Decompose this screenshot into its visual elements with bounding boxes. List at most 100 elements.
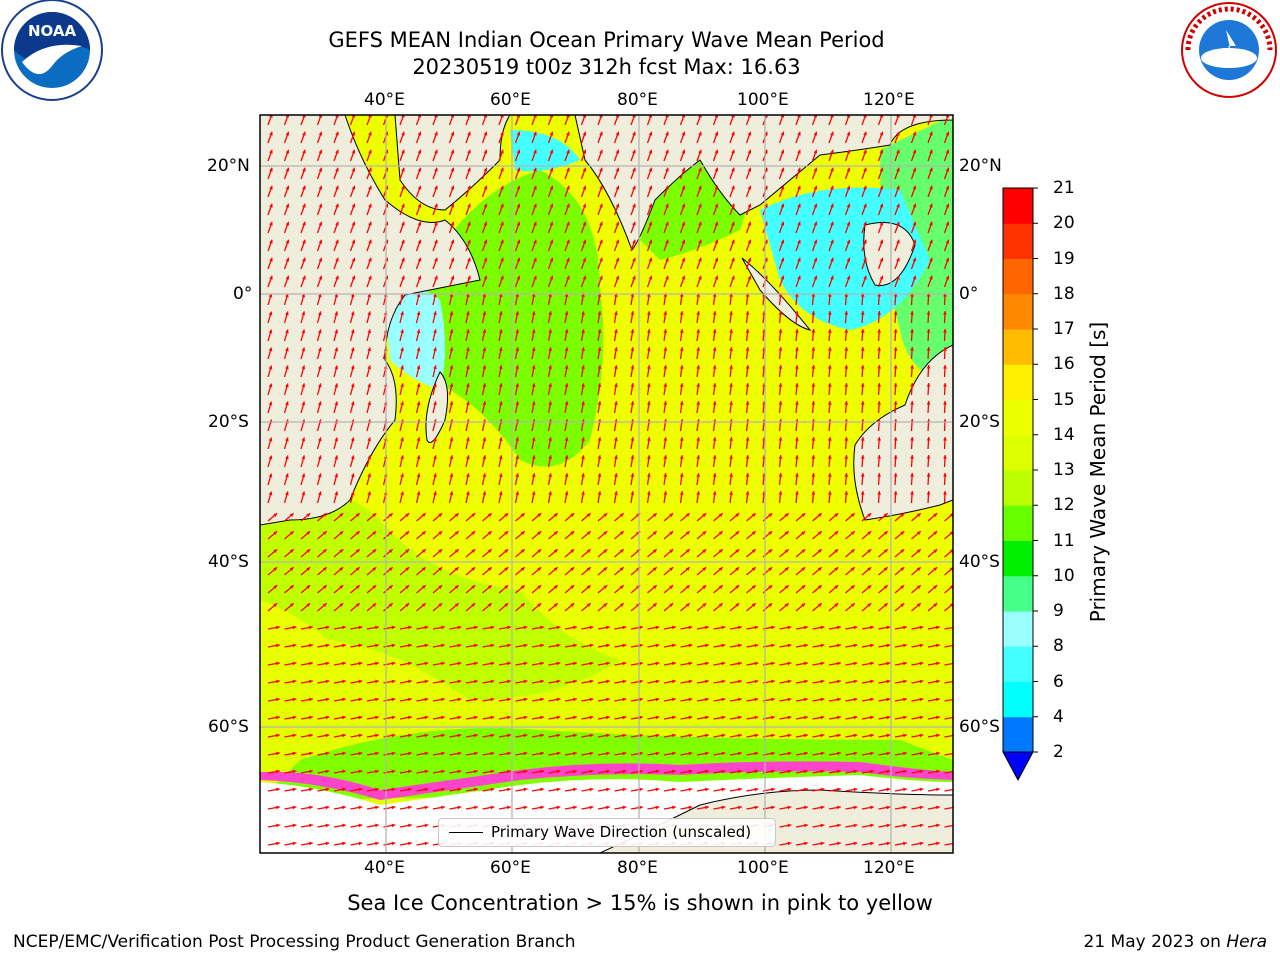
wave-arrow-head bbox=[747, 203, 752, 208]
wave-arrow-head bbox=[285, 473, 289, 478]
wave-arrow-head bbox=[388, 513, 393, 518]
wave-arrow-head bbox=[417, 275, 422, 280]
wave-arrow-head bbox=[646, 329, 651, 333]
wave-arrow-head bbox=[531, 329, 536, 334]
wave-arrow-head bbox=[467, 257, 471, 262]
wave-arrow-head bbox=[903, 715, 907, 720]
wave-arrow-head bbox=[639, 715, 643, 720]
wave-arrow-head bbox=[797, 131, 801, 136]
wave-arrow-head bbox=[834, 585, 839, 590]
wave-arrow-head bbox=[507, 787, 511, 792]
wave-arrow-head bbox=[903, 841, 907, 846]
wave-arrow-head bbox=[721, 643, 726, 648]
wave-arrow-head bbox=[322, 603, 327, 608]
wave-arrow-head bbox=[597, 293, 602, 297]
wave-arrow-head bbox=[322, 513, 327, 518]
wave-arrow-head bbox=[548, 311, 553, 316]
wave-arrow-head bbox=[589, 679, 594, 684]
wave-arrow-head bbox=[589, 697, 594, 702]
wave-arrow-head bbox=[498, 437, 503, 442]
wave-arrow-head bbox=[870, 733, 874, 738]
wave-arrow-head bbox=[606, 751, 610, 756]
wave-arrow-head bbox=[556, 733, 561, 738]
wave-arrow-head bbox=[474, 643, 478, 648]
wave-arrow-head bbox=[912, 203, 917, 208]
wave-arrow-head bbox=[615, 257, 620, 262]
wave-arrow-head bbox=[910, 473, 914, 477]
wave-arrow-head bbox=[566, 203, 570, 208]
wave-arrow-head bbox=[375, 697, 379, 702]
wave-arrow-head bbox=[926, 293, 931, 297]
wave-arrow-head bbox=[614, 293, 618, 297]
wave-arrow-head bbox=[778, 293, 783, 297]
wave-arrow-head bbox=[438, 549, 443, 554]
wave-arrow-head bbox=[738, 679, 742, 684]
wave-arrow-head bbox=[498, 347, 503, 352]
wave-arrow-head bbox=[416, 437, 421, 442]
wave-arrow-head bbox=[500, 185, 504, 190]
wave-arrow-head bbox=[375, 841, 379, 846]
wave-arrow-head bbox=[322, 531, 327, 536]
wave-arrow-head bbox=[912, 149, 917, 154]
wave-arrow-head bbox=[457, 643, 462, 648]
wave-arrow-head bbox=[474, 715, 478, 720]
wave-arrow-head bbox=[893, 437, 898, 441]
wave-arrow-head bbox=[325, 679, 330, 684]
wave-arrow-head bbox=[490, 643, 495, 648]
wave-arrow-head bbox=[844, 491, 849, 495]
wave-arrow-head bbox=[679, 329, 684, 333]
wave-arrow-head bbox=[863, 185, 867, 190]
wave-arrow-head bbox=[771, 661, 775, 666]
wave-arrow bbox=[944, 626, 953, 630]
wave-arrow-head bbox=[487, 549, 492, 554]
wave-arrow-head bbox=[787, 805, 792, 810]
wave-arrow-head bbox=[556, 679, 561, 684]
wave-arrow-head bbox=[306, 585, 311, 590]
wave-arrow bbox=[944, 806, 953, 810]
wave-arrow-head bbox=[523, 715, 528, 720]
wave-arrow-head bbox=[784, 531, 789, 536]
wave-arrow-head bbox=[424, 625, 429, 630]
wave-arrow-head bbox=[449, 437, 454, 442]
wave-arrow-head bbox=[853, 715, 858, 720]
wave-arrow-head bbox=[688, 769, 693, 774]
wave-arrow-head bbox=[731, 203, 735, 208]
wave-arrow-head bbox=[523, 697, 528, 702]
svg-text:NOAA: NOAA bbox=[28, 22, 77, 40]
wave-arrow-head bbox=[646, 311, 651, 315]
wave-arrow-head bbox=[566, 149, 570, 154]
wave-arrow-head bbox=[417, 131, 422, 136]
wave-arrow-head bbox=[679, 383, 684, 387]
wave-arrow-head bbox=[597, 329, 602, 333]
wave-arrow-head bbox=[945, 149, 950, 154]
wave-arrow-head bbox=[408, 769, 412, 774]
wave-arrow-head bbox=[886, 751, 891, 756]
wave-arrow-head bbox=[614, 311, 618, 315]
wave-arrow-head bbox=[718, 549, 723, 554]
wave-arrow-head bbox=[556, 697, 561, 702]
wave-arrow-head bbox=[846, 257, 851, 262]
wave-arrow-head bbox=[648, 275, 653, 280]
wave-arrow-head bbox=[811, 437, 816, 441]
wave-arrow-head bbox=[483, 185, 488, 190]
wave-arrow-head bbox=[655, 769, 660, 774]
wave-arrow-head bbox=[372, 567, 377, 572]
wave-arrow-head bbox=[679, 401, 684, 405]
wave-arrow-head bbox=[630, 437, 635, 441]
wave-arrow-head bbox=[663, 365, 668, 369]
wave-arrow-head bbox=[721, 679, 726, 684]
wave-arrow-head bbox=[754, 715, 759, 720]
wave-arrow-head bbox=[302, 203, 306, 208]
wave-arrow-head bbox=[652, 567, 657, 572]
wave-arrow-head bbox=[367, 383, 372, 388]
right-lat-label: 0° bbox=[959, 284, 979, 304]
wave-arrow-head bbox=[663, 311, 668, 315]
wave-arrow-head bbox=[813, 221, 818, 226]
wave-arrow-head bbox=[780, 239, 785, 244]
wave-arrow-head bbox=[507, 733, 511, 738]
wave-arrow-head bbox=[487, 585, 492, 590]
colorbar-tick-label: 16 bbox=[1053, 354, 1075, 375]
wave-arrow-head bbox=[729, 329, 733, 333]
wave-arrow-head bbox=[820, 805, 825, 810]
wave-arrow-head bbox=[614, 383, 618, 387]
